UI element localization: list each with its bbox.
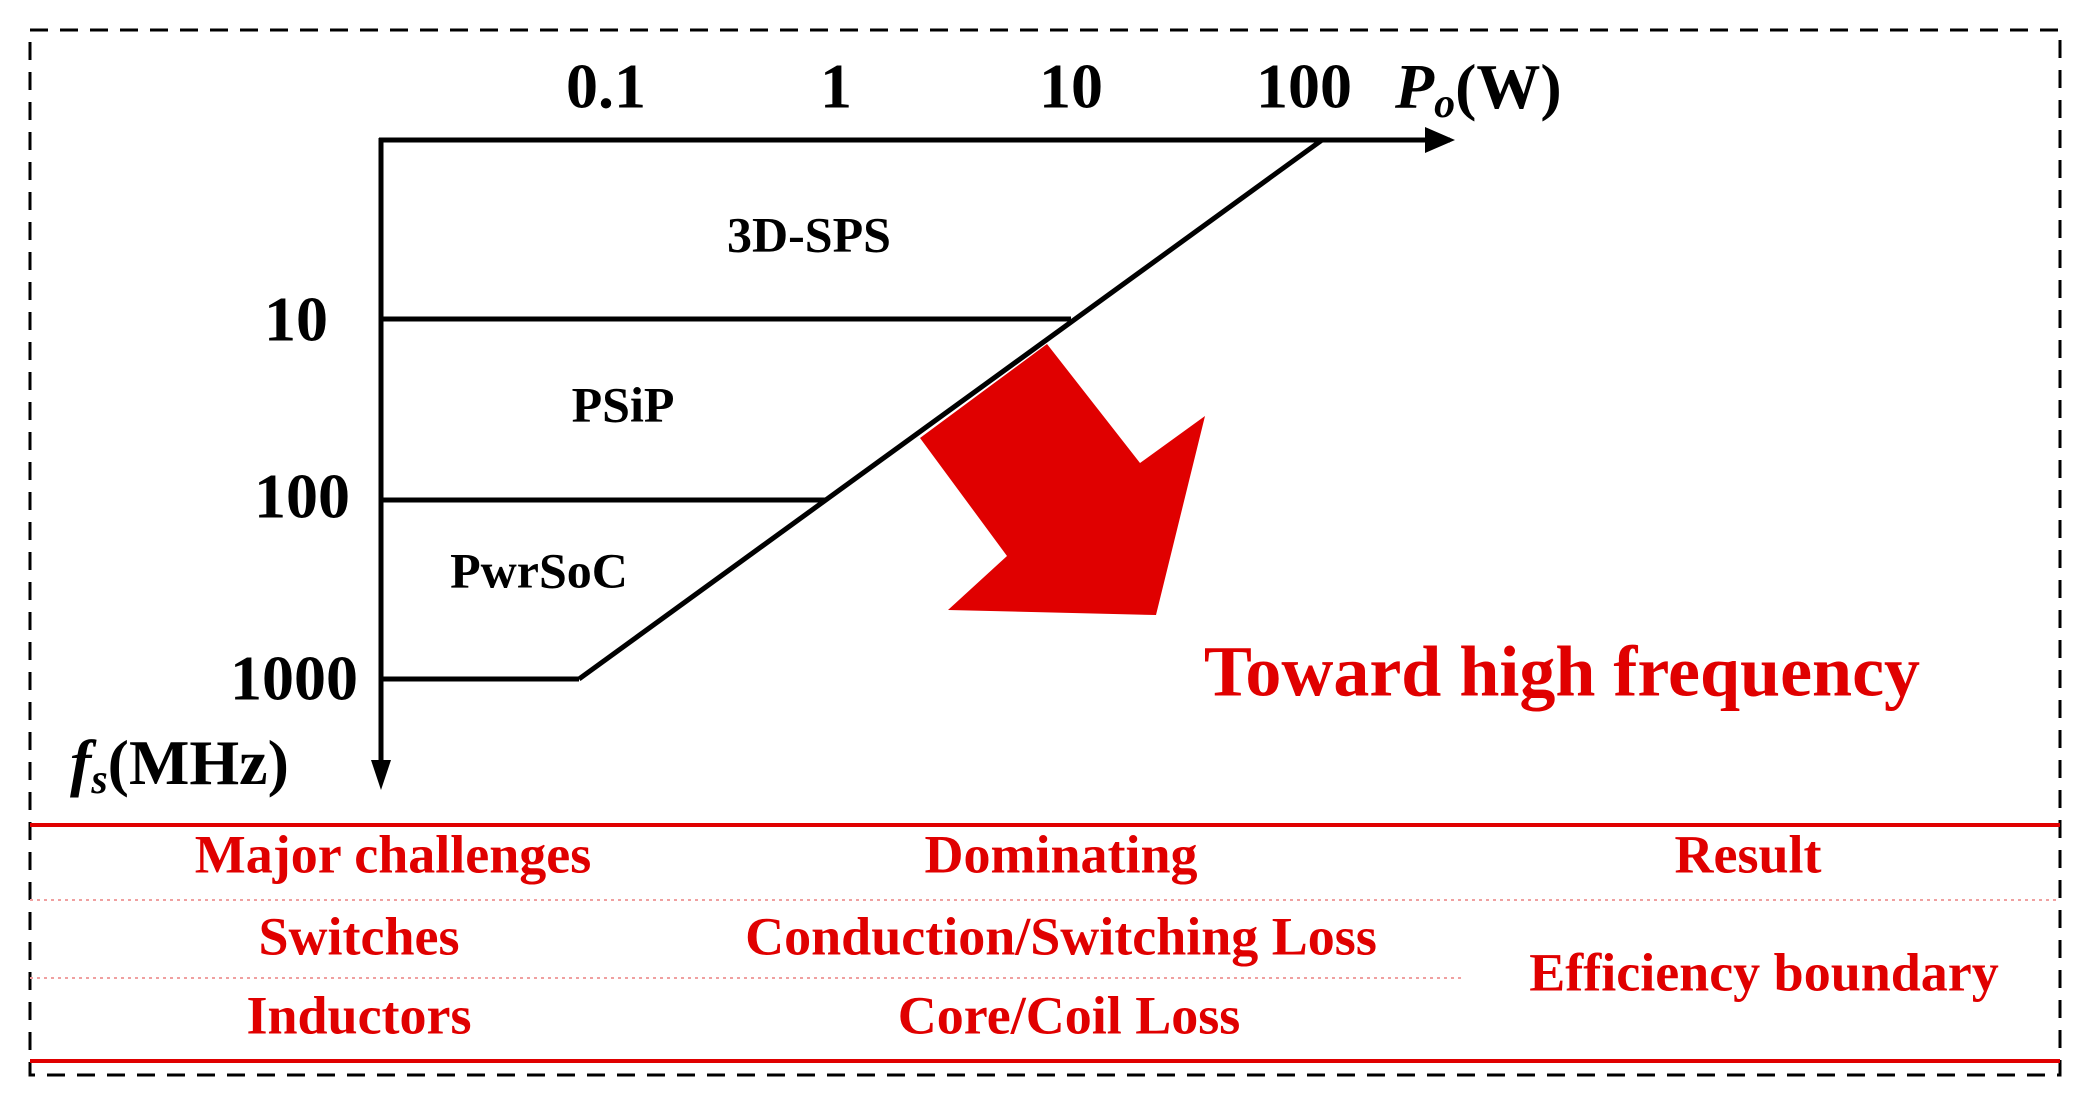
x-axis-title: Po(W): [1394, 51, 1562, 127]
table-header: Dominating: [924, 824, 1197, 884]
x-subscript: o: [1434, 81, 1455, 127]
x-tick-label: 0.1: [566, 51, 646, 122]
y-tick-label: 100: [254, 461, 350, 532]
y-tick-label: 10: [264, 284, 328, 355]
table-cell: Core/Coil Loss: [898, 985, 1241, 1045]
table-cell: Conduction/Switching Loss: [745, 906, 1377, 966]
x-tick-label: 100: [1256, 51, 1352, 122]
x-symbol: P: [1394, 51, 1435, 122]
table-header: Major challenges: [195, 824, 591, 884]
region-label: 3D-SPS: [727, 206, 891, 262]
y-unit: (MHz): [108, 727, 289, 798]
y-tick-label: 1000: [230, 643, 358, 714]
table-cell: Switches: [259, 906, 460, 966]
x-arrowhead: [1425, 127, 1455, 153]
x-tick-label: 10: [1039, 51, 1103, 122]
dashed-border: [28, 28, 2062, 1077]
region-label: PwrSoC: [450, 542, 628, 598]
y-arrowhead: [371, 760, 391, 790]
arrow-label: Toward high frequency: [1204, 632, 1920, 712]
direction-arrow: [920, 344, 1205, 615]
table-cell: Inductors: [246, 985, 471, 1045]
x-tick-label: 1: [820, 51, 852, 122]
table-header: Result: [1675, 824, 1822, 884]
region-label: PSiP: [572, 376, 675, 432]
diagonal-boundary: [577, 137, 1324, 682]
y-axis-title: fs(MHz): [70, 727, 289, 803]
table-cell: Efficiency boundary: [1529, 942, 1999, 1002]
y-subscript: s: [90, 757, 107, 803]
x-unit: (W): [1455, 51, 1562, 122]
